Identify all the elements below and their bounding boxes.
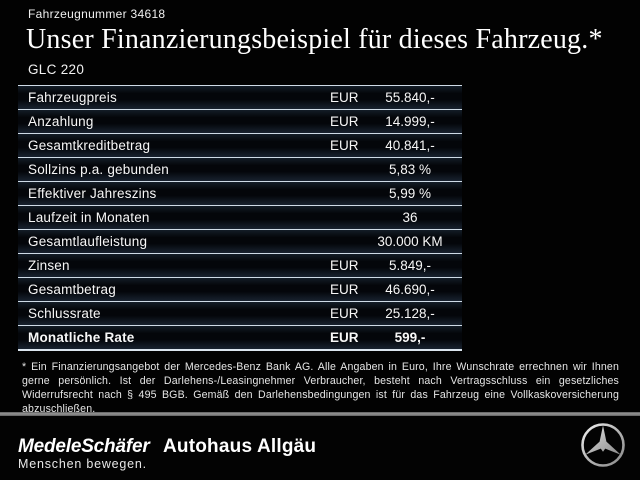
row-value: 5.849,-	[388, 258, 432, 273]
table-row: Schlussrate EUR 25.128,-	[18, 302, 462, 326]
model-name: GLC 220	[28, 62, 85, 77]
page-title: Unser Finanzierungsbeispiel für dieses F…	[26, 24, 603, 55]
row-label: Laufzeit in Monaten	[28, 210, 150, 225]
table-row: Fahrzeugpreis EUR 55.840,-	[18, 86, 462, 110]
mercedes-star-icon	[579, 421, 627, 469]
dealer-logo: MedeleSchäfer	[18, 436, 150, 457]
table-row: Laufzeit in Monaten 36	[18, 206, 462, 230]
table-row: Anzahlung EUR 14.999,-	[18, 110, 462, 134]
table-row-monthly-rate: Monatliche Rate EUR 599,-	[18, 326, 462, 351]
row-label: Anzahlung	[28, 114, 94, 129]
row-value: 30.000 KM	[377, 234, 443, 249]
footer-divider	[0, 412, 640, 416]
dealer-slogan: Menschen bewegen.	[18, 457, 147, 471]
row-value: 40.841,-	[385, 138, 435, 153]
table-row: Gesamtbetrag EUR 46.690,-	[18, 278, 462, 302]
row-label: Gesamtbetrag	[28, 282, 116, 297]
row-value: 46.690,-	[385, 282, 435, 297]
row-label: Zinsen	[28, 258, 70, 273]
row-value: 5,83 %	[388, 162, 432, 177]
table-row: Zinsen EUR 5.849,-	[18, 254, 462, 278]
row-label: Fahrzeugpreis	[28, 90, 117, 105]
table-row: Gesamtlaufleistung 30.000 KM	[18, 230, 462, 254]
table-row: Gesamtkreditbetrag EUR 40.841,-	[18, 134, 462, 158]
row-currency: EUR	[330, 306, 359, 321]
table-row: Effektiver Jahreszins 5,99 %	[18, 182, 462, 206]
row-label: Schlussrate	[28, 306, 101, 321]
row-value: 599,-	[394, 330, 426, 345]
row-currency: EUR	[330, 258, 359, 273]
row-currency: EUR	[330, 114, 359, 129]
finance-table: Fahrzeugpreis EUR 55.840,- Anzahlung EUR…	[18, 85, 462, 351]
row-value: 5,99 %	[388, 186, 432, 201]
footer: MedeleSchäfer Autohaus Allgäu Menschen b…	[0, 416, 640, 480]
table-row: Sollzins p.a. gebunden 5,83 %	[18, 158, 462, 182]
row-currency: EUR	[330, 282, 359, 297]
row-currency: EUR	[330, 330, 359, 345]
row-label: Gesamtkreditbetrag	[28, 138, 151, 153]
legal-footnote: * Ein Finanzierungsangebot der Mercedes-…	[22, 361, 619, 415]
dealer-name: Autohaus Allgäu	[163, 436, 317, 457]
row-label: Effektiver Jahreszins	[28, 186, 157, 201]
row-value: 14.999,-	[385, 114, 435, 129]
vehicle-number: Fahrzeugnummer 34618	[28, 7, 166, 21]
row-label: Gesamtlaufleistung	[28, 234, 148, 249]
row-currency: EUR	[330, 138, 359, 153]
row-value: 36	[402, 210, 418, 225]
row-value: 55.840,-	[385, 90, 435, 105]
row-value: 25.128,-	[385, 306, 435, 321]
row-currency: EUR	[330, 90, 359, 105]
row-label: Monatliche Rate	[28, 330, 135, 345]
row-label: Sollzins p.a. gebunden	[28, 162, 170, 177]
